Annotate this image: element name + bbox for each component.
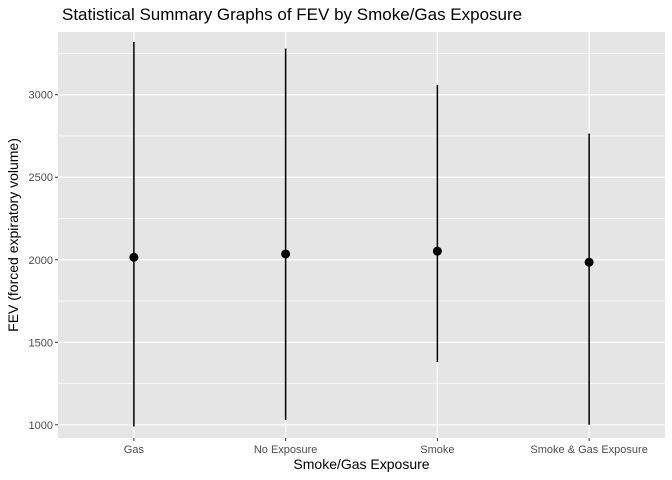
x-axis-title: Smoke/Gas Exposure (293, 456, 429, 472)
grid-minor (58, 53, 665, 384)
y-axis-title: FEV (forced expiratory volume) (5, 138, 21, 332)
x-tick-label: Gas (124, 444, 145, 456)
x-tick-label: Smoke (420, 444, 454, 456)
mean-point (129, 252, 139, 262)
y-tick-label: 2500 (29, 172, 53, 184)
chart-title: Statistical Summary Graphs of FEV by Smo… (62, 5, 522, 24)
plot-panel (58, 32, 665, 438)
y-axis: 1000 1500 2000 2500 3000 (29, 90, 58, 432)
y-tick-label: 3000 (29, 90, 53, 102)
y-tick-label: 1500 (29, 337, 53, 349)
mean-point (281, 249, 291, 259)
y-tick-label: 1000 (29, 420, 53, 432)
x-tick-label: Smoke & Gas Exposure (530, 444, 647, 456)
mean-point (584, 257, 594, 267)
y-tick-label: 2000 (29, 255, 53, 267)
data-marks (129, 41, 594, 427)
x-tick-label: No Exposure (254, 444, 318, 456)
x-axis: Gas No Exposure Smoke Smoke & Gas Exposure (124, 438, 648, 456)
mean-point (432, 246, 442, 256)
